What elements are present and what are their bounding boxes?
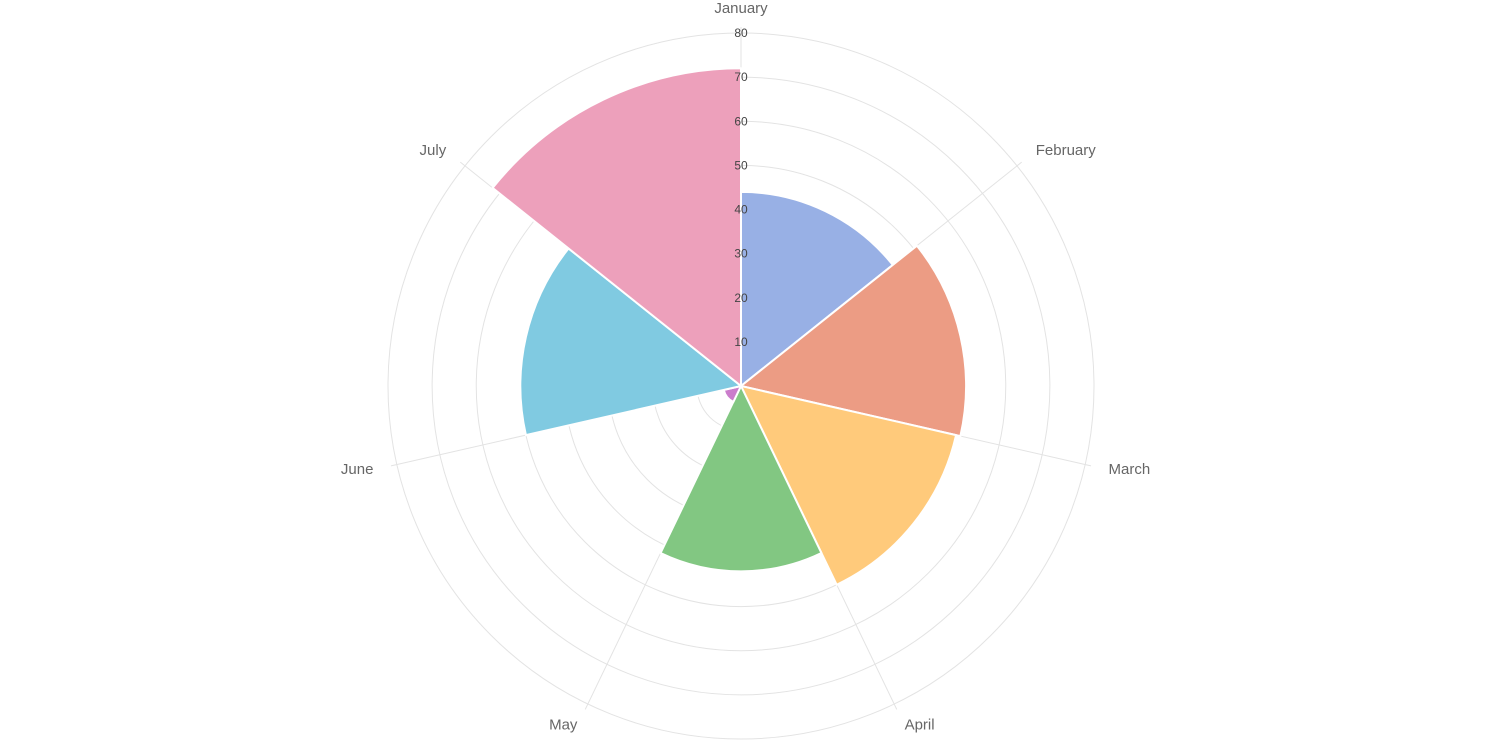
tick-label-80: 80 xyxy=(734,26,748,40)
tick-label-70: 70 xyxy=(734,70,748,84)
tick-label-10: 10 xyxy=(734,335,748,349)
sector-june[interactable] xyxy=(519,247,742,437)
category-label-june: June xyxy=(341,461,374,478)
radial-tick-labels: 10 20 30 40 50 60 70 80 xyxy=(734,26,748,349)
tick-label-20: 20 xyxy=(734,291,748,305)
sector-january[interactable] xyxy=(740,190,894,387)
sector-march[interactable] xyxy=(740,385,958,586)
tick-label-60: 60 xyxy=(734,114,748,128)
sector-april[interactable] xyxy=(659,385,823,573)
category-label-february: February xyxy=(1036,142,1097,159)
category-label-april: April xyxy=(905,717,935,734)
sector-july[interactable] xyxy=(491,67,742,387)
sector-february[interactable] xyxy=(740,244,968,438)
category-labels: January February March April May June July xyxy=(341,0,1150,734)
category-label-january: January xyxy=(714,0,768,17)
category-label-march: March xyxy=(1109,461,1151,478)
tick-label-50: 50 xyxy=(734,158,748,172)
tick-label-40: 40 xyxy=(734,203,748,217)
sectors xyxy=(491,67,968,586)
category-label-may: May xyxy=(549,717,578,734)
category-label-july: July xyxy=(420,142,447,159)
tick-label-30: 30 xyxy=(734,247,748,261)
